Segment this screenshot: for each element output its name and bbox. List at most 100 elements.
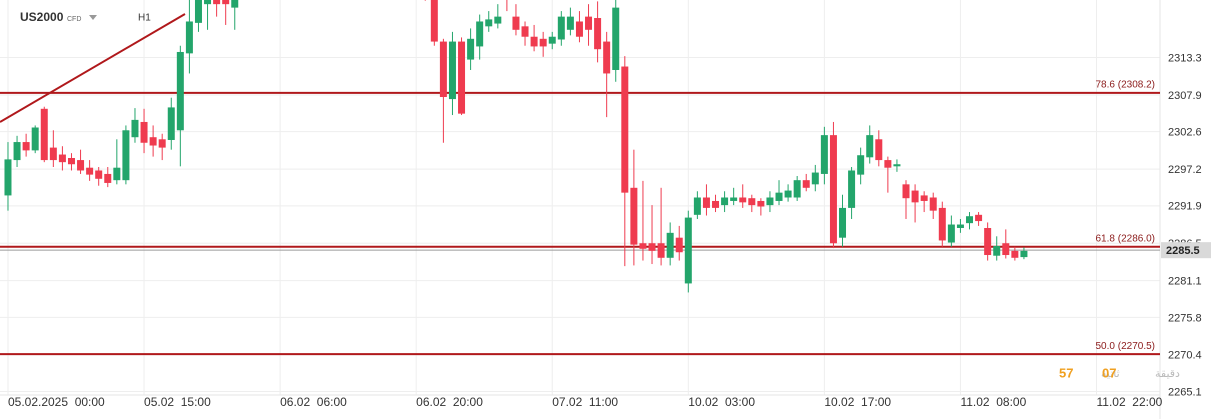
grid (0, 0, 1160, 395)
countdown-minutes-label: دقيقة (1155, 368, 1180, 380)
candle-body (222, 0, 230, 5)
candle-body (784, 190, 792, 198)
candle-body (884, 160, 892, 168)
fib-level-label: 50.0 (2270.5) (1096, 341, 1156, 352)
candle-body (485, 19, 493, 27)
x-tick-label: 06.02 20:00 (416, 395, 483, 409)
candle-body (40, 108, 48, 161)
candle-body (612, 7, 620, 70)
candle-body (448, 41, 456, 100)
y-tick-label: 2270.4 (1168, 350, 1202, 362)
candle-body (721, 197, 729, 206)
fib-level-label: 61.8 (2286.0) (1096, 233, 1156, 244)
candle-body (439, 41, 447, 98)
y-tick-label: 2281.1 (1168, 276, 1202, 288)
candle-body (167, 107, 175, 140)
candle-body (67, 158, 75, 165)
candle-body (684, 217, 692, 284)
candle-body (194, 0, 202, 23)
candle-body (848, 170, 856, 208)
candle-body (231, 0, 239, 8)
candle-body (875, 139, 883, 161)
countdown: 57 ثانية 07 دقيقة (1059, 365, 1180, 380)
candle-body (712, 200, 720, 208)
candle-body (77, 160, 85, 171)
candle-body (839, 207, 847, 238)
y-tick-label: 2265.1 (1168, 386, 1202, 398)
candle-body (158, 139, 166, 148)
candle-body (140, 121, 148, 143)
candle-body (467, 38, 475, 60)
candle-body (4, 159, 12, 196)
dropdown-arrow[interactable] (89, 15, 97, 20)
candle-body (603, 41, 611, 74)
candle-body (947, 224, 955, 243)
candle-body (494, 16, 502, 24)
candle-body (666, 232, 674, 258)
fib-level-label: 78.6 (2308.2) (1096, 80, 1156, 91)
candle-body (204, 0, 212, 5)
candle-body (149, 137, 157, 146)
x-tick-label: 06.02 06:00 (280, 395, 347, 409)
candle-body (857, 155, 865, 175)
x-tick-label: 10.02 17:00 (824, 395, 891, 409)
x-tick-label: 05.02 15:00 (144, 395, 211, 409)
candle-body (630, 187, 638, 245)
candle-body (458, 41, 466, 114)
countdown-seconds: 57 (1059, 365, 1073, 380)
candle-body (730, 197, 738, 201)
x-tick-label: 05.02.2025 00:00 (8, 395, 105, 409)
candle-body (675, 237, 683, 253)
levels: 78.6 (2308.2) 61.8 (2286.0) 50.0 (2270.5) (0, 80, 1160, 356)
candle-body (49, 147, 57, 161)
y-tick-label: 2313.3 (1168, 52, 1202, 64)
candle-body (1011, 250, 1019, 258)
candle-body (775, 192, 783, 201)
candle-body (1020, 250, 1028, 258)
candle-body (802, 180, 810, 188)
x-tick-label: 07.02 11:00 (552, 395, 618, 409)
candle-body (693, 197, 701, 215)
candle-body (648, 243, 656, 251)
trend-line (0, 13, 186, 123)
y-tick-label: 2307.9 (1168, 90, 1202, 102)
candles (4, 0, 1028, 293)
y-tick-label: 2291.9 (1168, 201, 1202, 213)
candle-body (820, 135, 828, 174)
last-price-box (1161, 242, 1211, 259)
candle-body (811, 172, 819, 185)
candle-body (929, 197, 937, 211)
candle-body (920, 195, 928, 201)
candle-body (213, 0, 221, 5)
countdown-minutes: 07 (1102, 365, 1116, 380)
candle-body (993, 246, 1001, 256)
candle-body (185, 21, 193, 54)
symbol: US2000 (20, 10, 64, 24)
candle-body (984, 227, 992, 256)
candle-body (956, 224, 964, 228)
candle-body (530, 36, 538, 47)
candle-body (639, 243, 647, 249)
candle-body (829, 135, 837, 244)
candle-body (866, 135, 874, 158)
candle-body (739, 197, 747, 203)
countdown-seconds-label: ثانية (1101, 368, 1120, 380)
candle-body (911, 190, 919, 203)
instrument-type: CFD (67, 16, 81, 23)
axes: 2313.32307.92302.62297.22291.92286.52281… (8, 52, 1211, 409)
candle-body (122, 130, 130, 181)
candle-body (585, 16, 593, 30)
candle-body (131, 119, 139, 138)
candle-body (476, 21, 484, 47)
candle-body (557, 16, 565, 40)
x-tick-label: 11.02 08:00 (960, 395, 1026, 409)
y-tick-label: 2275.8 (1168, 312, 1202, 324)
candle-body (95, 170, 103, 179)
candle-body (657, 243, 665, 258)
candle-body (757, 200, 765, 207)
candle-body (13, 142, 21, 161)
candle-body (58, 154, 66, 163)
timeframe[interactable]: H1 (138, 13, 151, 24)
candle-body (430, 0, 438, 42)
